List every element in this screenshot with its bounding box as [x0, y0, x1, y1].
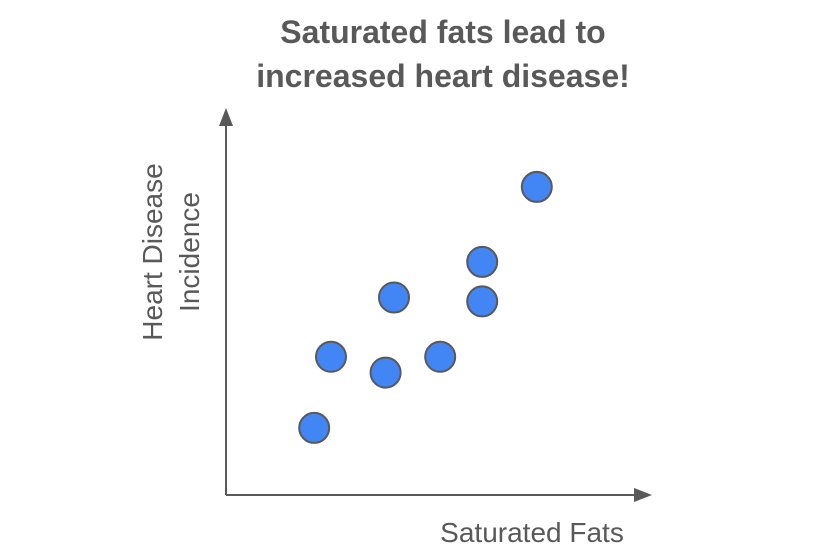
data-point-6 — [466, 285, 499, 318]
y-axis-arrow — [219, 108, 233, 126]
data-points — [298, 170, 553, 444]
data-point-1 — [298, 411, 331, 444]
y-axis-label-line-2: Incidence — [174, 192, 205, 312]
data-point-8 — [520, 170, 553, 203]
data-point-5 — [424, 340, 457, 373]
chart-title-line-1: Saturated fats lead to — [280, 14, 606, 50]
chart-title-line-2: increased heart disease! — [256, 58, 630, 94]
x-axis-label: Saturated Fats — [440, 517, 624, 548]
data-point-4 — [378, 281, 410, 314]
data-point-7 — [466, 245, 499, 278]
x-axis-arrow — [634, 488, 652, 502]
data-point-2 — [315, 340, 347, 373]
data-point-3 — [369, 356, 402, 389]
y-axis-label-line-1: Heart Disease — [137, 163, 168, 340]
chart-title: Saturated fats lead to increased heart d… — [0, 10, 838, 98]
